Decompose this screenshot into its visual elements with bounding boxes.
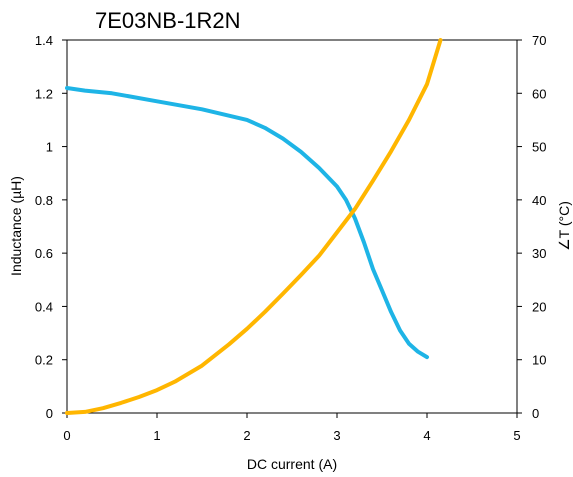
right-y-axis: 0 10 20 30 40 50 60 70	[517, 33, 546, 421]
left-y-tick-label: 1.2	[35, 86, 53, 101]
left-y-axis-label: Inductance (µH)	[8, 176, 24, 276]
left-y-axis: 0 0.2 0.4 0.6 0.8 1 1.2 1.4	[35, 33, 67, 421]
series-layer	[65, 38, 443, 415]
x-tick-label: 0	[63, 428, 70, 443]
x-axis: 0 1 2 3 4 5	[63, 413, 521, 443]
x-tick-label: 4	[423, 428, 430, 443]
temperature-rise-line	[65, 38, 443, 415]
left-y-tick-label: 0.4	[35, 299, 53, 314]
x-tick-label: 1	[153, 428, 160, 443]
left-y-tick-label: 0.8	[35, 193, 53, 208]
x-tick-label: 2	[243, 428, 250, 443]
right-y-tick-label: 70	[532, 33, 546, 48]
plot-frame	[66, 39, 518, 414]
right-y-tick-label: 30	[532, 246, 546, 261]
left-y-tick-label: 0.6	[35, 246, 53, 261]
chart-title: 7E03NB-1R2N	[95, 8, 241, 33]
right-y-tick-label: 10	[532, 353, 546, 368]
left-y-tick-label: 1.4	[35, 33, 53, 48]
left-y-tick-label: 0	[46, 406, 53, 421]
right-y-axis-label: ∠T (°C)	[556, 201, 572, 251]
right-y-tick-label: 20	[532, 299, 546, 314]
right-y-tick-label: 60	[532, 86, 546, 101]
plot-area	[66, 39, 518, 414]
inductance-line	[65, 86, 429, 360]
right-y-tick-label: 50	[532, 140, 546, 155]
x-axis-label: DC current (A)	[247, 456, 337, 472]
x-tick-label: 5	[513, 428, 520, 443]
left-y-tick-label: 1	[46, 140, 53, 155]
left-y-tick-label: 0.2	[35, 353, 53, 368]
right-y-tick-label: 0	[532, 406, 539, 421]
right-y-tick-label: 40	[532, 193, 546, 208]
x-tick-label: 3	[333, 428, 340, 443]
